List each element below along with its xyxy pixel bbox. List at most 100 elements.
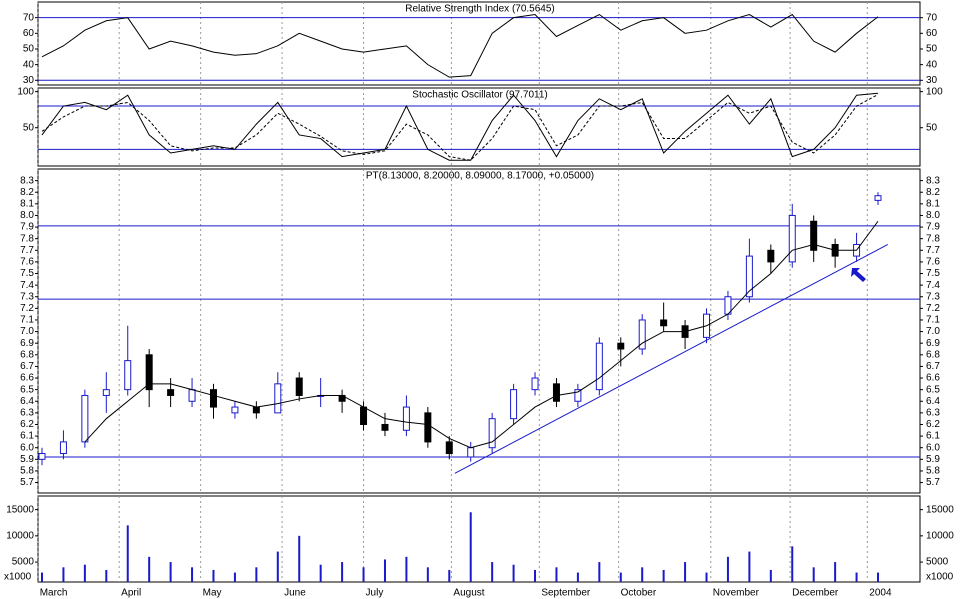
panel-frame — [37, 87, 921, 167]
volume-bar — [362, 567, 365, 582]
volume-bar — [148, 556, 151, 582]
candle-body — [810, 220, 818, 251]
volume-bar — [469, 512, 472, 582]
volume-bar — [319, 564, 322, 582]
indicator-line — [41, 92, 879, 161]
y-tick-label: 6.9 — [20, 338, 34, 349]
y-tick-label: 6.0 — [20, 442, 34, 453]
volume-bar — [834, 562, 837, 582]
y-tick-label: 6.3 — [926, 408, 940, 419]
x-tick-label: December — [792, 588, 839, 599]
y-tick-label: 30 — [926, 75, 938, 86]
candle-body — [402, 406, 410, 431]
y-tick-label: 50 — [926, 44, 938, 55]
candle-body — [360, 406, 368, 425]
candle-body — [445, 441, 453, 455]
y-tick-label: 6.7 — [926, 361, 940, 372]
y-tick-label: 6.8 — [926, 349, 940, 360]
y-tick-label: 6.2 — [20, 419, 34, 430]
y-tick-label: 5.7 — [20, 477, 34, 488]
x-tick-label: March — [40, 588, 68, 599]
y-tick-label: 7.7 — [20, 245, 34, 256]
y-tick-label: 7.6 — [926, 257, 940, 268]
candle-body — [124, 360, 132, 391]
y-tick-label: 6.1 — [926, 431, 940, 442]
panel-title: Stochastic Oscillator (97.7011) — [412, 90, 547, 101]
y-tick-label: 6.0 — [926, 442, 940, 453]
candle-body — [274, 383, 282, 414]
y-tick-label: 70 — [23, 12, 35, 23]
candle-body — [767, 249, 775, 263]
volume-bar — [855, 572, 858, 582]
volume-bar — [684, 562, 687, 582]
x-tick-label: October — [621, 588, 657, 599]
volume-bar — [534, 569, 537, 582]
volume-bar — [576, 572, 579, 582]
candle-body — [295, 377, 303, 396]
panel-frame — [37, 495, 921, 583]
volume-bar — [662, 569, 665, 582]
y-tick-label: 6.4 — [926, 396, 940, 407]
y-tick-label: 7.2 — [926, 303, 940, 314]
y-tick-label: 10000 — [926, 530, 954, 541]
y-tick-label: 5.8 — [926, 466, 940, 477]
y-tick-label: 7.3 — [20, 291, 34, 302]
y-tick-label: 6.2 — [926, 419, 940, 430]
y-tick-label: 30 — [23, 75, 35, 86]
candle-body — [788, 214, 796, 263]
volume-bar — [341, 562, 344, 582]
y-tick-label: 60 — [926, 28, 938, 39]
volume-bar — [276, 551, 279, 582]
indicator-line — [41, 94, 879, 161]
moving-average — [84, 220, 879, 449]
volume-bar — [448, 569, 451, 582]
y-tick-label: 8.1 — [926, 198, 940, 209]
y-tick-label: 6.5 — [20, 384, 34, 395]
y-tick-label: 50 — [23, 122, 35, 133]
y-tick-label: 6.7 — [20, 361, 34, 372]
candle-body — [638, 319, 646, 350]
volume-bar — [383, 559, 386, 582]
y-tick-label: 6.8 — [20, 349, 34, 360]
y-tick-label: 5000 — [926, 557, 949, 568]
candle-body — [252, 406, 260, 414]
candle-body — [617, 342, 625, 350]
panel-title: PT(8.13000, 8.20000, 8.09000, 8.17000, +… — [366, 171, 594, 182]
y-tick-label: 6.1 — [20, 431, 34, 442]
volume-bar — [426, 567, 429, 582]
y-tick-label: 6.6 — [20, 373, 34, 384]
volume-bar — [233, 572, 236, 582]
y-tick-label: 8.0 — [20, 210, 34, 221]
y-tick-label: 8.3 — [926, 175, 940, 186]
y-tick-label: 5.7 — [926, 477, 940, 488]
x-tick-label: April — [121, 588, 141, 599]
x-tick-label: August — [453, 588, 484, 599]
volume-bar — [491, 562, 494, 582]
volume-bar — [769, 569, 772, 582]
y-tick-label: 6.4 — [20, 396, 34, 407]
y-tick-label: 5000 — [12, 557, 35, 568]
y-tick-label: 50 — [926, 122, 938, 133]
candle-body — [145, 354, 153, 391]
y-tick-label: 40 — [926, 59, 938, 70]
y-tick-label: 8.3 — [20, 175, 34, 186]
unit-label: x1000 — [926, 572, 954, 583]
volume-bar — [126, 525, 129, 582]
y-tick-label: 5.9 — [926, 454, 940, 465]
candle-body — [231, 406, 239, 414]
y-tick-label: 8.0 — [926, 210, 940, 221]
candle-body — [381, 423, 389, 431]
y-tick-label: 8.2 — [926, 187, 940, 198]
candle-body — [59, 441, 67, 455]
volume-bar — [619, 572, 622, 582]
y-tick-label: 7.4 — [926, 280, 940, 291]
y-tick-label: 10000 — [6, 530, 34, 541]
candle-body — [595, 342, 603, 391]
y-tick-label: 7.5 — [20, 268, 34, 279]
x-tick-label: June — [284, 588, 306, 599]
y-tick-label: 7.8 — [926, 233, 940, 244]
volume-bar — [212, 569, 215, 582]
y-tick-label: 40 — [23, 59, 35, 70]
y-tick-label: 15000 — [6, 504, 34, 515]
